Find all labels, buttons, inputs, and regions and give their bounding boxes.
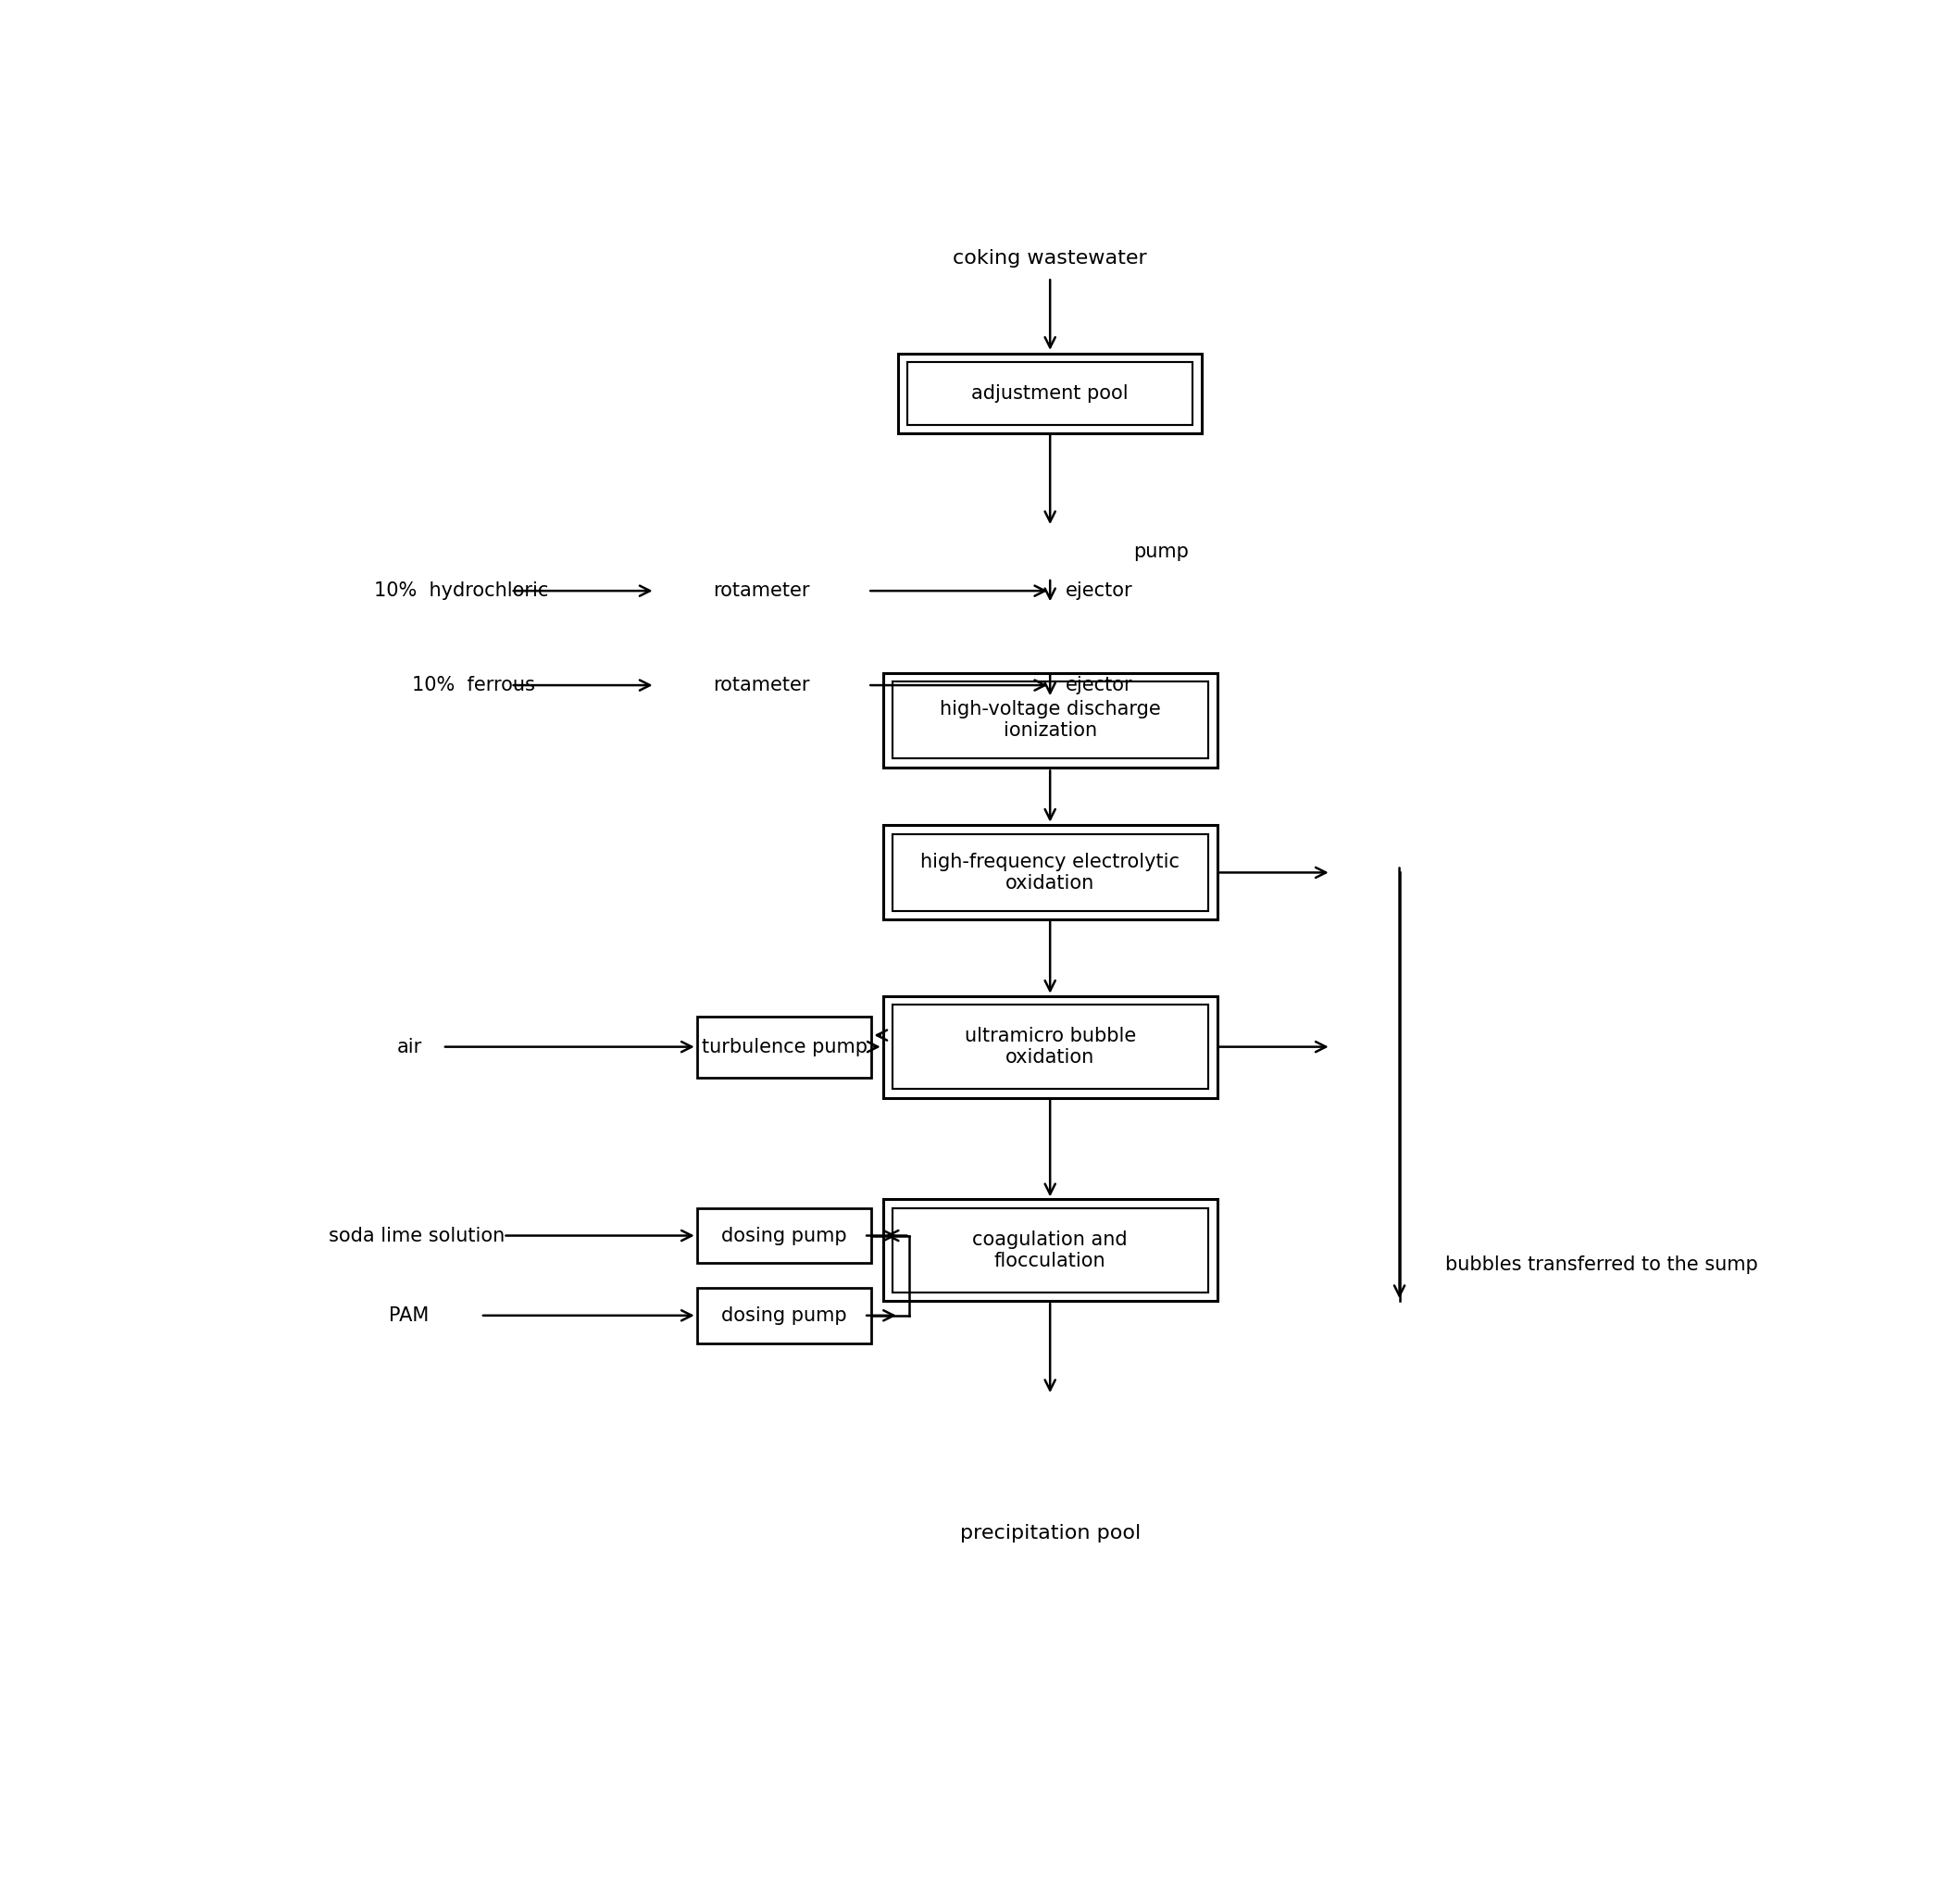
Text: PAM: PAM <box>390 1307 429 1324</box>
Text: pump: pump <box>1133 543 1190 560</box>
Text: 10%  ferrous: 10% ferrous <box>412 675 535 694</box>
Bar <box>898 353 1201 434</box>
Bar <box>892 834 1207 911</box>
Bar <box>892 1209 1207 1292</box>
Bar <box>907 362 1194 424</box>
Text: bubbles transferred to the sump: bubbles transferred to the sump <box>1445 1256 1758 1273</box>
Text: 10%  hydrochloric: 10% hydrochloric <box>374 581 549 600</box>
Text: dosing pump: dosing pump <box>721 1226 847 1245</box>
Text: coking wastewater: coking wastewater <box>953 249 1147 268</box>
Bar <box>884 1199 1217 1301</box>
Text: air: air <box>396 1037 421 1056</box>
Text: rotameter: rotameter <box>713 581 809 600</box>
Bar <box>892 681 1207 758</box>
Bar <box>892 1005 1207 1088</box>
Bar <box>698 1017 872 1077</box>
Text: coagulation and
flocculation: coagulation and flocculation <box>972 1230 1127 1269</box>
Text: ultramicro bubble
oxidation: ultramicro bubble oxidation <box>964 1026 1137 1067</box>
Bar <box>884 826 1217 920</box>
Bar <box>698 1288 872 1343</box>
Bar <box>698 1209 872 1264</box>
Text: high-voltage discharge
ionization: high-voltage discharge ionization <box>939 700 1160 739</box>
Text: soda lime solution: soda lime solution <box>329 1226 504 1245</box>
Text: precipitation pool: precipitation pool <box>960 1524 1141 1543</box>
Text: dosing pump: dosing pump <box>721 1307 847 1324</box>
Text: adjustment pool: adjustment pool <box>972 385 1129 402</box>
Text: turbulence pump: turbulence pump <box>702 1037 866 1056</box>
Text: high-frequency electrolytic
oxidation: high-frequency electrolytic oxidation <box>921 852 1180 892</box>
Text: ejector: ejector <box>1066 581 1133 600</box>
Bar <box>884 673 1217 768</box>
Text: rotameter: rotameter <box>713 675 809 694</box>
Text: ejector: ejector <box>1066 675 1133 694</box>
Bar <box>884 996 1217 1098</box>
